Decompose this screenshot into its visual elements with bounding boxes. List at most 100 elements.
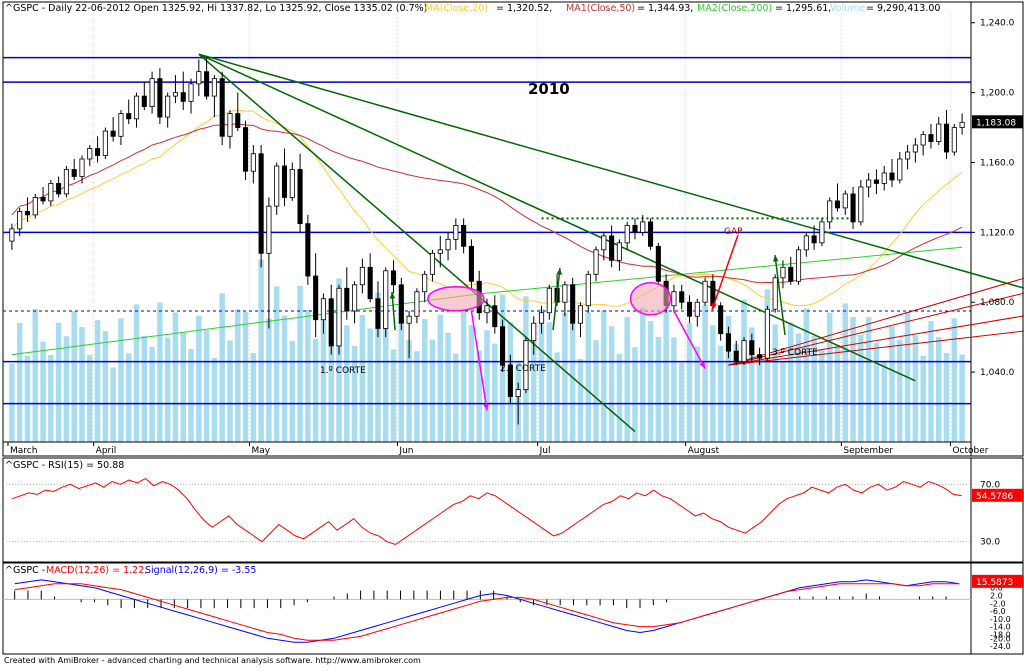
volume-bar [546, 322, 553, 442]
rsi-panel-frame [2, 457, 972, 563]
highlight-ellipse [629, 282, 672, 316]
volume-bar [235, 309, 241, 442]
month-label: September [843, 446, 893, 456]
candle-body [243, 127, 249, 172]
volume-bar [897, 339, 903, 442]
volume-bar [421, 319, 428, 442]
volume-bar [577, 359, 584, 442]
header-volume-value: = 9,290,413.00 [866, 3, 940, 14]
cut3-label: 3.º CORTE [772, 348, 818, 358]
volume-bar [795, 333, 802, 442]
candle-body [398, 284, 404, 324]
volume-bar [492, 343, 498, 442]
candle-body [905, 151, 911, 160]
volume-bar [188, 349, 194, 442]
volume-bar [344, 325, 350, 442]
volume-bar [624, 317, 630, 442]
candle-body [577, 305, 584, 324]
ma20-line [11, 109, 963, 307]
candle-body [811, 235, 817, 244]
highlight-ellipse [427, 286, 485, 312]
candle-body [235, 113, 241, 128]
header-ma200-value: = 1,295.61, [775, 3, 831, 14]
candle-body [655, 245, 661, 282]
volume-bar [889, 326, 895, 442]
candle-body [788, 266, 794, 282]
macd-tick-label: 6.0 [990, 584, 1003, 593]
candle-body [328, 298, 334, 347]
candle-body [725, 333, 731, 352]
price-tick-label: 1,080.0 [980, 298, 1015, 308]
volume-bar [764, 289, 771, 442]
volume-bar [297, 285, 303, 442]
candle-body [648, 221, 654, 247]
candle-body [632, 224, 638, 233]
volume-bar [110, 367, 116, 442]
candle-body [9, 228, 15, 242]
candle-body [827, 200, 833, 223]
volume-bar [912, 335, 919, 442]
candle-body [796, 249, 802, 282]
volume-bar [273, 286, 280, 442]
volume-bar [63, 336, 70, 442]
volume-bar [398, 295, 405, 442]
ma200-line [11, 246, 963, 356]
volume-bar [756, 357, 763, 442]
candle-body [492, 305, 498, 328]
volume-bar [788, 322, 794, 442]
candle-body [344, 287, 350, 312]
candle-body [258, 153, 264, 254]
volume-bar [920, 355, 926, 442]
rsi-panel: 70.0 30.0 54.5786 ^GSPC - RSI(15) = 50.88 [2, 457, 1024, 563]
volume-bar [811, 336, 817, 442]
macd-axis: 6.02.0-2.0-6.0-10.0-14.0-18.0-20.0-24.0 1… [972, 574, 1023, 651]
volume-bar [219, 293, 225, 442]
macd-tick-label: -14.0 [990, 623, 1011, 632]
candle-body [484, 305, 490, 314]
ma50-line [11, 123, 963, 284]
candle-body [367, 266, 373, 300]
header-ma50-label: MA1(Close,50) [566, 3, 635, 14]
candle-body [858, 186, 864, 223]
volume-bar [445, 332, 451, 442]
candle-body [757, 354, 763, 359]
macd-panel: 6.02.0-2.0-6.0-10.0-14.0-18.0-20.0-24.0 1… [2, 562, 1024, 655]
volume-bar [702, 304, 708, 442]
gap-label: GAP [724, 227, 743, 237]
volume-bar [32, 309, 38, 442]
candle-body [274, 165, 280, 207]
volume-bar [780, 361, 786, 442]
candle-body [873, 179, 879, 184]
candle-body [803, 235, 809, 251]
candle-body [165, 95, 171, 118]
candle-body [141, 95, 147, 107]
red-fan-line [728, 330, 1024, 366]
price-axis: 1,240.0 1,200.0 1,160.0 1,120.0 1,080.0 1,040… [971, 19, 1023, 378]
candle-body [515, 389, 521, 397]
volume-bar [538, 308, 545, 442]
candle-body [733, 350, 739, 363]
volume-bar [383, 296, 389, 442]
candle-body [531, 322, 537, 342]
pink-arrow-head [699, 361, 706, 369]
macd-tick-label: -2.0 [990, 599, 1006, 608]
month-axis: March April May Jun Jul August September Octobe… [3, 441, 989, 456]
volume-bar [336, 278, 342, 442]
candle-body [640, 221, 646, 233]
volume-bar [865, 317, 872, 442]
macd-badge-bg [972, 574, 1023, 588]
red-gap-arrow [711, 234, 739, 311]
macd-tick-label: -24.0 [990, 642, 1011, 651]
vertical-grid [93, 14, 951, 442]
green-arrow [774, 254, 786, 336]
candle-body [110, 130, 116, 137]
candle-body [79, 158, 85, 177]
volume-bar [9, 363, 15, 442]
candle-body [819, 221, 825, 244]
candle-body [842, 193, 848, 209]
trendline-long [198, 53, 1024, 289]
candles [9, 57, 965, 425]
candle-body [951, 127, 957, 153]
volume-bar [959, 354, 965, 442]
footer-credit: Created with AmiBroker - advanced charti… [4, 656, 421, 665]
